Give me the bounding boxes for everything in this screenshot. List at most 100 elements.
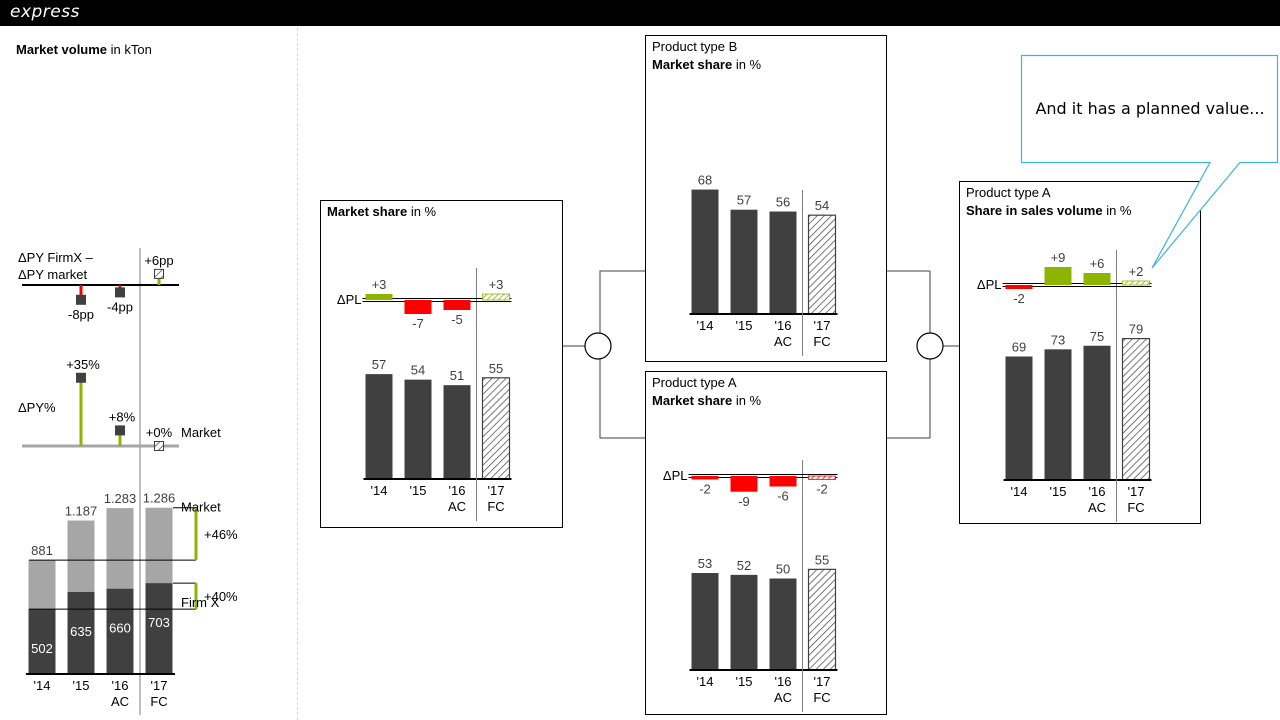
market_volume-delta-market-value: +35% [66, 357, 100, 372]
panel-frame-sales-share [959, 181, 1201, 524]
market_share_total-title: Market share in % [327, 204, 437, 219]
market_share_b-cat-label: '17 [814, 318, 831, 333]
market_share_b-bar [807, 214, 837, 315]
market_share_b-cat-label: '14 [697, 318, 714, 333]
market_share_a-delta-value: -2 [816, 482, 828, 497]
market_volume-delta-market-head [154, 441, 164, 451]
market_volume-delta-market-series: Market [181, 425, 221, 440]
market_share_a-cat-label: '17 [814, 674, 831, 689]
market_volume-delta-diff-head [154, 268, 164, 279]
market_share_a-delta-bar [808, 475, 836, 480]
sales_share_a-cat-label: '16 [1089, 484, 1106, 499]
tree-connectors [563, 270, 959, 439]
sales_share_a-cat-label: '15 [1050, 484, 1067, 499]
market_volume-delta-market-head [115, 425, 125, 436]
market_share_total-delta-bar [365, 294, 393, 300]
sales_share_a-delta-value: -2 [1013, 291, 1025, 306]
market_share_a-bar [769, 578, 797, 670]
market_share_total-value-label: 51 [450, 368, 464, 383]
market_share_total-delta-bar [404, 300, 432, 314]
market_share_a-delta-bar [769, 476, 797, 487]
market_volume-firm-value: 703 [148, 615, 170, 630]
market_share_b-cat-label: '16 [775, 318, 792, 333]
market_volume-delta-diff-head [76, 294, 86, 305]
sales_share_a-cat-sublabel: AC [1088, 500, 1106, 515]
market_share_b-subtitle: Product type B [652, 39, 737, 54]
market_volume-firm-bar [67, 591, 95, 674]
market_share_total-cat-sublabel: FC [487, 499, 504, 514]
market_share_b-bar [730, 209, 758, 314]
market_share_a-delta-value: -6 [777, 489, 789, 504]
sales-share-panel: Product type A Share in sales volume in %… [966, 185, 1152, 522]
market_share_total-bar [404, 379, 432, 479]
market_share_a-bar [691, 573, 719, 670]
market_share_total-cat-label: '14 [371, 483, 388, 498]
market_volume-market-value: 1.286 [143, 491, 176, 506]
market_volume-series-firm: Firm X [181, 595, 220, 610]
market_volume-market-value: 881 [31, 543, 53, 558]
market_volume-market-bar [67, 520, 95, 592]
market_share_a-subtitle: Product type A [652, 375, 737, 390]
panel-frame-product-a [645, 371, 887, 715]
market_volume-firm-bar [28, 609, 56, 674]
market_share_a-value-label: 55 [815, 552, 829, 567]
sales_share_a-cat-label: '14 [1011, 484, 1028, 499]
market_share_total-delta-value: +3 [372, 277, 387, 292]
market_share_b-value-label: 57 [737, 193, 751, 208]
market_share_b-bar [769, 211, 797, 314]
market_share_a-value-label: 52 [737, 558, 751, 573]
market_share_a-value-label: 50 [776, 562, 790, 577]
market-volume-panel: Market volume in kTon ΔPY FirmX – ΔPY mark… [16, 42, 238, 715]
sales_share_a-value-label: 73 [1051, 332, 1065, 347]
market_volume-delta-market-head [76, 372, 86, 383]
sales_share_a-bar [1083, 345, 1111, 480]
market_share_total-delta-value: -7 [412, 316, 424, 331]
market_volume-delta-diff-value: -8pp [68, 307, 94, 322]
sales_share_a-title: Share in sales volume in % [966, 203, 1132, 218]
sales_share_a-delta-value: +9 [1051, 250, 1066, 265]
product-b-panel: Product type B Market share in % 68 57 56 54 '… [652, 39, 838, 356]
market_volume-delta-market-label: ΔPY% [18, 400, 56, 415]
market_volume-market-bar [145, 507, 173, 584]
market_volume-cat-label: '17 [151, 678, 168, 693]
sales_share_a-cat-label: '17 [1128, 484, 1145, 499]
market_share_a-cat-sublabel: AC [774, 690, 792, 705]
market_volume-firm-bar [106, 588, 134, 674]
market_share_a-delta-bar [691, 476, 719, 480]
market_volume-growth-market: +46% [204, 527, 238, 542]
sales_share_a-delta-value: +2 [1129, 264, 1144, 279]
market_volume-delta-diff-label: ΔPY market [18, 267, 88, 282]
market_volume-title: Market volume in kTon [16, 42, 152, 57]
sales_share_a-value-label: 79 [1129, 322, 1143, 337]
operator-node-right [916, 332, 944, 360]
sales_share_a-cat-sublabel: FC [1127, 500, 1144, 515]
market_volume-cat-sublabel: AC [111, 694, 129, 709]
market_share_a-cat-label: '15 [736, 674, 753, 689]
market_share_total-value-label: 57 [372, 357, 386, 372]
sales_share_a-subtitle: Product type A [966, 185, 1051, 200]
market_share_a-title: Market share in % [652, 393, 762, 408]
market_share_b-bar [691, 189, 719, 314]
operator-node-left [584, 332, 612, 360]
market_volume-cat-sublabel: FC [150, 694, 167, 709]
market_volume-market-value: 1.283 [104, 491, 137, 506]
market_volume-delta-diff-label: ΔPY FirmX – [18, 250, 94, 265]
market_volume-series-market: Market [181, 500, 221, 515]
market_share_total-delta-bar [443, 300, 471, 310]
sales_share_a-delta-bar [1083, 273, 1111, 285]
market_share_total-value-label: 55 [489, 361, 503, 376]
market_volume-firm-value: 635 [70, 624, 92, 639]
market_volume-market-value: 1.187 [65, 504, 98, 519]
panel-frame-market-share [320, 200, 563, 528]
market_share_total-bar [481, 377, 511, 480]
market_volume-market-bar [106, 508, 134, 589]
market_share_total-cat-label: '15 [410, 483, 427, 498]
sales_share_a-bar [1005, 356, 1033, 480]
market_share_b-value-label: 56 [776, 195, 790, 210]
market_share_total-cat-label: '16 [449, 483, 466, 498]
market_share_total-cat-label: '17 [488, 483, 505, 498]
market_volume-cat-label: '16 [112, 678, 129, 693]
market_volume-firm-value: 502 [31, 641, 53, 656]
